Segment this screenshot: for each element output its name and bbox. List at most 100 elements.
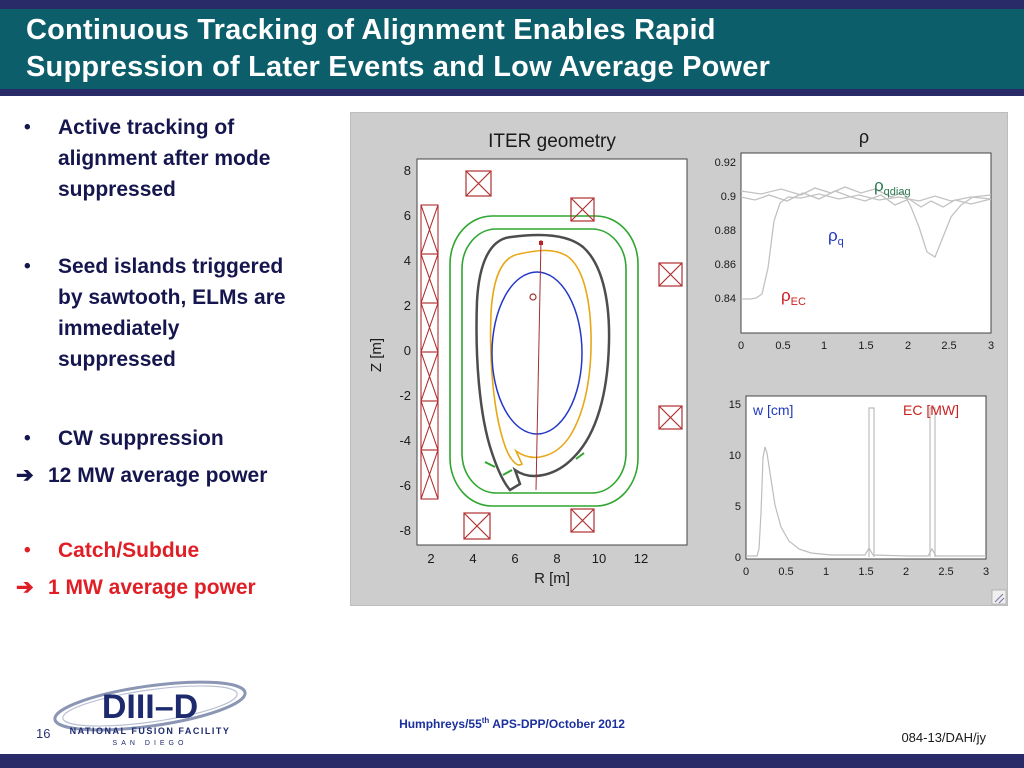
ec-power-pulses: [868, 407, 936, 557]
launcher-marker: [539, 241, 543, 245]
slide-title-line1: Continuous Tracking of Alignment Enables…: [26, 14, 716, 47]
tick-label: 1: [823, 566, 829, 578]
tick-label: -8: [399, 523, 411, 538]
arrow-icon: ➔: [16, 464, 34, 487]
top-strip: [0, 0, 1024, 9]
iter-x-tick-labels: 2 4 6 8 10 12: [427, 551, 648, 566]
rho-subscript: EC: [791, 296, 806, 308]
logo-orbit-outer: [53, 680, 247, 732]
central-solenoid-coils: [420, 204, 439, 500]
deposition-marker: [529, 293, 537, 301]
credit-superscript: th: [481, 716, 490, 725]
tick-label: 0.88: [715, 225, 736, 237]
rho-y-tick-labels: 0.92 0.9 0.88 0.86 0.84: [715, 157, 736, 305]
diii-d-logo: DIII–D NATIONAL FUSION FACILITY SAN DIEG…: [53, 680, 247, 747]
ec-label: EC [MW]: [903, 402, 959, 418]
tick-label: 2: [905, 340, 911, 352]
tick-label: 6: [511, 551, 518, 566]
tick-label: 12: [634, 551, 648, 566]
rho-ec-trace: [741, 193, 992, 300]
figure-panel: ITER geometry 8 6 4 2 0 -2 -4 -6 -8 2 4 …: [350, 112, 1008, 606]
divertor-marks: [484, 452, 585, 476]
pf-coil-hatch: [658, 405, 683, 430]
iter-y-tick-labels: 8 6 4 2 0 -2 -4 -6 -8: [399, 163, 411, 538]
bullet-item: • Seed islands triggered by sawtooth, EL…: [14, 251, 350, 375]
credit-line: Humphreys/55th APS-DPP/October 2012: [0, 716, 1024, 731]
rho-symbol: ρ: [874, 176, 884, 195]
bullet-item: • Catch/Subdue: [14, 535, 350, 566]
tick-label: 5: [735, 501, 741, 513]
pf-coil-hatch: [570, 197, 595, 222]
pf-coil: [658, 262, 683, 287]
island-width-trace: [746, 446, 986, 557]
tick-label: 4: [404, 253, 411, 268]
arrow-text: 12 MW average power: [48, 464, 268, 487]
bullet-item: • Active tracking of alignment after mod…: [14, 112, 350, 205]
inner-wall-contour: [489, 249, 592, 466]
wec-x-tick-labels: 0 0.5 1 1.5 2 2.5 3: [743, 566, 989, 578]
tick-label: 0.84: [715, 293, 736, 305]
tick-label: 4: [469, 551, 476, 566]
pf-coil-hatch: [465, 170, 492, 197]
tick-label: 1.5: [858, 340, 873, 352]
arrow-text: 1 MW average power: [48, 576, 256, 599]
rho-plot: ρ 0.92 0.9 0.88 0.86 0.84 0 0.5 1 1.5 2 …: [715, 127, 994, 352]
tick-label: 2: [427, 551, 434, 566]
cs-coil-hatch: [420, 351, 439, 402]
bottom-strip: [0, 754, 1024, 768]
resize-grip-lines: [994, 593, 1005, 604]
tick-label: 2.5: [938, 566, 953, 578]
credit-suffix: APS-DPP/October 2012: [489, 717, 625, 731]
pf-coil: [570, 197, 595, 222]
tick-label: 0.92: [715, 157, 736, 169]
rho-qdiag-label: ρqdiag: [874, 176, 911, 198]
tick-label: 10: [729, 450, 741, 462]
resize-grip: [991, 589, 1007, 605]
bullet-dot: •: [24, 256, 31, 277]
rho-symbol: ρ: [828, 226, 838, 245]
cs-coil-hatch: [420, 400, 439, 451]
bullet-dot: •: [24, 540, 31, 561]
pf-coil-hatch: [570, 508, 595, 533]
credit-prefix: Humphreys/55: [399, 717, 482, 731]
rho-subscript: q: [838, 236, 844, 248]
rho-symbol: ρ: [781, 286, 791, 305]
tick-label: 2: [404, 298, 411, 313]
pf-coil-hatch: [658, 262, 683, 287]
tick-label: 3: [988, 340, 994, 352]
tick-label: 10: [592, 551, 606, 566]
iter-plot-area: [416, 158, 688, 546]
rho-plot-title: ρ: [859, 127, 869, 147]
bullet-dot: •: [24, 428, 31, 449]
tick-label: 1: [821, 340, 827, 352]
page-number: 16: [36, 726, 51, 741]
cs-coil-hatch: [420, 302, 439, 353]
iter-ylabel: Z [m]: [368, 338, 385, 372]
rho-subscript: qdiag: [884, 186, 911, 198]
logo-orbit-inner: [62, 685, 238, 727]
cs-coil-hatch: [420, 449, 439, 500]
tick-label: 0: [738, 340, 744, 352]
iter-xlabel: R [m]: [534, 570, 570, 587]
green-contour-inner: [461, 228, 627, 494]
pf-coil: [465, 170, 492, 197]
bullet-text: CW suppression: [58, 427, 224, 450]
bullet-text: Seed islands triggered by sawtooth, ELMs…: [58, 255, 286, 371]
pf-coil: [570, 508, 595, 533]
green-contour-outer: [449, 215, 639, 507]
tick-label: -2: [399, 388, 411, 403]
bullet-text: Catch/Subdue: [58, 539, 200, 562]
arrow-item: ➔ 1 MW average power: [14, 572, 350, 603]
vacuum-vessel-contour: [475, 233, 611, 492]
tick-label: 2: [903, 566, 909, 578]
tick-label: 0.9: [721, 191, 736, 203]
rho-x-tick-labels: 0 0.5 1 1.5 2 2.5 3: [738, 340, 994, 352]
wec-traces: [746, 407, 986, 557]
tick-label: 15: [729, 399, 741, 411]
bullet-dot: •: [24, 117, 31, 138]
tick-label: 0: [404, 343, 411, 358]
tick-label: -6: [399, 478, 411, 493]
pf-coils: [463, 170, 683, 540]
slide-title-line2: Suppression of Later Events and Low Aver…: [26, 51, 771, 83]
tick-label: 0.86: [715, 259, 736, 271]
